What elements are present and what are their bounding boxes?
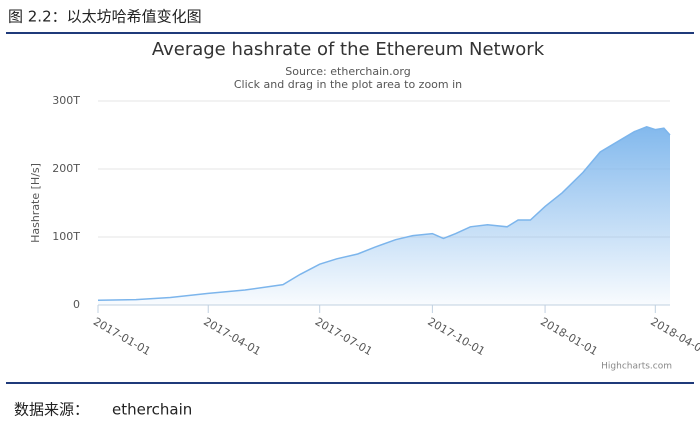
x-tick-label: 2017-10-01 (425, 315, 487, 358)
y-tick-label: 100T (52, 230, 80, 243)
y-tick-label: 300T (52, 94, 80, 107)
area (98, 126, 670, 305)
x-tick-label: 2018-01-01 (538, 315, 600, 358)
source-label: 数据来源： (14, 401, 89, 419)
x-tick-label: 2018-04-01 (648, 315, 700, 358)
x-tick-label: 2017-07-01 (313, 315, 375, 358)
x-tick-label: 2017-01-01 (91, 315, 153, 358)
source-value: etherchain (112, 401, 192, 419)
figure-caption: 图 2.2：以太坊哈希值变化图 (8, 8, 202, 26)
line (97, 126, 671, 301)
y-axis-label: Hashrate [H/s] (29, 163, 42, 243)
y-tick-label: 0 (73, 298, 80, 311)
chart-title: Average hashrate of the Ethereum Network (152, 39, 545, 60)
subtitle: Source: etherchain.org (285, 65, 410, 78)
y-tick-label: 200T (52, 162, 80, 175)
x-tick-label: 2017-04-01 (201, 315, 263, 358)
credits: Highcharts.com (601, 362, 672, 372)
subtitle: Click and drag in the plot area to zoom … (234, 78, 462, 91)
